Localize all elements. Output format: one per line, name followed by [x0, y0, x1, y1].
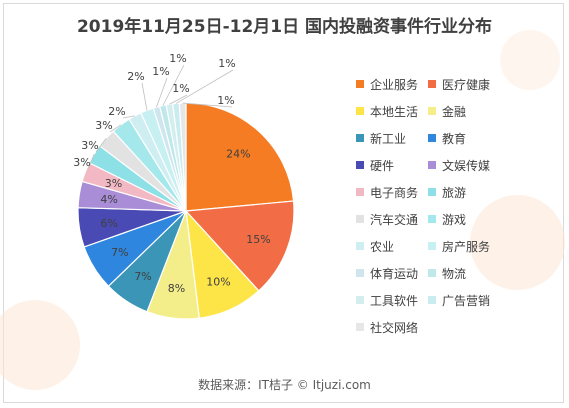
legend-label: 体育运动 — [370, 266, 419, 281]
legend-label: 房产服务 — [442, 239, 491, 254]
legend-swatch — [356, 188, 364, 196]
data-label-13: 2% — [108, 105, 125, 118]
data-label-17: 1% — [172, 82, 189, 95]
leader-line-14 — [141, 82, 148, 111]
chart-legend: 企业服务 医疗健康本地生活 金融新工业 教育硬件 文娱传媒电子商务 旅游汽车交通 游戏农业 房… — [356, 74, 536, 364]
legend-label: 硬件 — [370, 158, 395, 173]
watermark-right-top — [500, 30, 560, 90]
data-label-19: 1% — [217, 94, 234, 107]
legend-swatch — [356, 80, 364, 88]
legend-label: 本地生活 — [370, 104, 419, 119]
data-label-4: 8% — [168, 282, 185, 295]
data-label-10: 3% — [73, 156, 90, 169]
legend-item-7: 硬件 — [356, 155, 394, 175]
legend-item-14: 房产服务 — [428, 236, 490, 256]
leader-line-18 — [175, 69, 234, 104]
data-label-6: 7% — [111, 246, 128, 259]
legend-swatch — [428, 80, 436, 88]
legend-item-16: 物流 — [428, 263, 466, 283]
watermark-left — [0, 300, 80, 390]
legend-swatch — [428, 134, 436, 142]
data-label-11: 3% — [81, 139, 98, 152]
chart-title: 2019年11月25日-12月1日 国内投融资事件行业分布 — [76, 17, 493, 37]
legend-item-15: 体育运动 — [356, 263, 418, 283]
legend-item-13: 农业 — [356, 236, 394, 256]
data-label-1: 24% — [226, 148, 250, 161]
legend-item-5: 新工业 — [356, 128, 406, 148]
legend-item-3: 本地生活 — [356, 101, 418, 121]
legend-swatch — [356, 107, 364, 115]
legend-swatch — [356, 269, 364, 277]
legend-swatch — [428, 161, 436, 169]
legend-label: 教育 — [442, 131, 467, 146]
leader-line-15 — [156, 77, 168, 108]
legend-swatch — [428, 107, 436, 115]
legend-item-2: 医疗健康 — [428, 74, 490, 94]
data-source-footer: 数据来源：IT桔子 © Itjuzi.com — [198, 378, 371, 392]
legend-label: 游戏 — [442, 212, 467, 227]
legend-label: 社交网络 — [370, 320, 419, 335]
data-label-2: 15% — [246, 233, 270, 246]
legend-swatch — [428, 296, 436, 304]
legend-label: 工具软件 — [370, 293, 419, 308]
legend-label: 旅游 — [442, 185, 467, 200]
legend-label: 企业服务 — [370, 77, 419, 92]
legend-label: 农业 — [370, 239, 395, 254]
data-label-8: 4% — [100, 193, 117, 206]
legend-item-4: 金融 — [428, 101, 466, 121]
legend-swatch — [356, 323, 364, 331]
data-label-18: 1% — [218, 57, 235, 70]
legend-item-8: 文娱传媒 — [428, 155, 490, 175]
legend-swatch — [356, 161, 364, 169]
legend-item-18: 广告营销 — [428, 290, 490, 310]
data-label-14: 2% — [127, 70, 144, 83]
legend-label: 电子商务 — [370, 185, 419, 200]
pie-slice-2 — [184, 200, 295, 292]
legend-label: 医疗健康 — [442, 77, 491, 92]
legend-swatch — [356, 242, 364, 250]
leader-line-13 — [122, 115, 135, 119]
data-label-15: 1% — [152, 65, 169, 78]
watermark-right — [470, 195, 565, 290]
leader-line-17 — [169, 94, 188, 105]
leader-line-12 — [109, 124, 122, 133]
data-label-16: 1% — [169, 52, 186, 65]
legend-item-10: 旅游 — [428, 182, 466, 202]
legend-label: 文娱传媒 — [442, 158, 491, 173]
legend-item-17: 工具软件 — [356, 290, 418, 310]
data-label-12: 3% — [95, 119, 112, 132]
legend-swatch — [356, 134, 364, 142]
leader-line-16 — [162, 64, 185, 106]
data-label-3: 10% — [206, 276, 230, 289]
legend-label: 广告营销 — [442, 293, 491, 308]
legend-item-12: 游戏 — [428, 209, 466, 229]
legend-item-6: 教育 — [428, 128, 466, 148]
legend-label: 汽车交通 — [370, 212, 419, 227]
leader-line-11 — [95, 138, 107, 153]
leader-line-19 — [182, 102, 233, 108]
legend-label: 新工业 — [370, 131, 407, 146]
leader-line-10 — [87, 153, 95, 170]
legend-item-11: 汽车交通 — [356, 209, 418, 229]
legend-swatch — [428, 242, 436, 250]
legend-swatch — [356, 296, 364, 304]
legend-swatch — [428, 269, 436, 277]
legend-item-9: 电子商务 — [356, 182, 418, 202]
legend-label: 物流 — [442, 266, 467, 281]
data-label-5: 7% — [134, 270, 151, 283]
legend-swatch — [428, 188, 436, 196]
data-label-7: 6% — [100, 217, 117, 230]
legend-swatch — [428, 215, 436, 223]
legend-item-19: 社交网络 — [356, 317, 418, 337]
legend-swatch — [356, 215, 364, 223]
pie-slice-1 — [185, 102, 295, 212]
data-label-9: 3% — [105, 177, 122, 190]
legend-item-1: 企业服务 — [356, 74, 418, 94]
legend-label: 金融 — [442, 104, 467, 119]
